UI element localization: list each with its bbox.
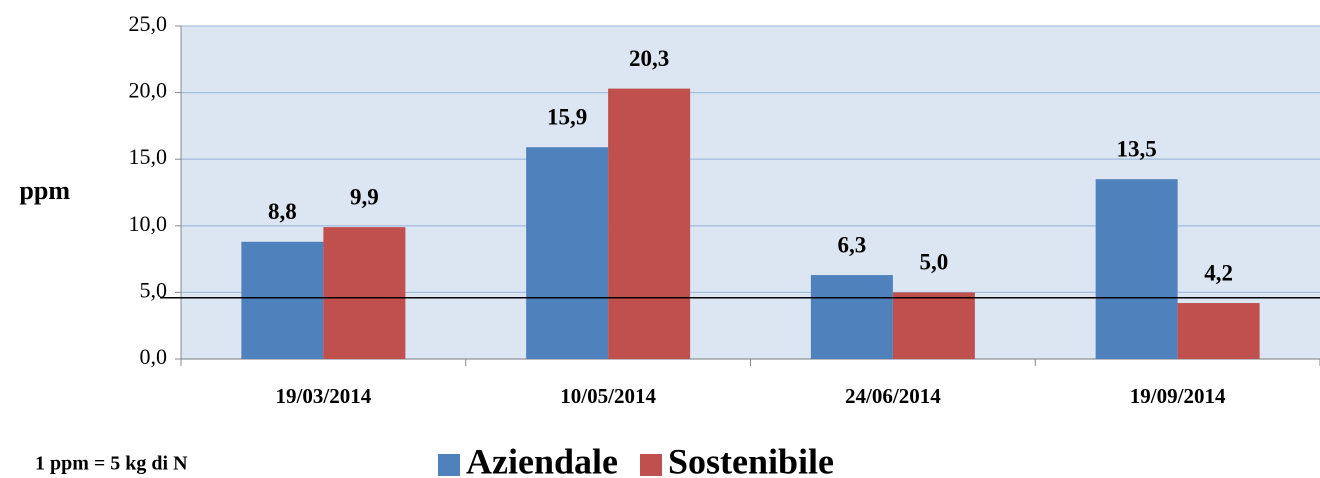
bar — [241, 241, 324, 359]
legend-label: Aziendale — [466, 441, 618, 478]
data-label: 4,2 — [1204, 260, 1233, 285]
annotation: 1 ppm = 5 kg di N — [35, 453, 188, 475]
bar — [892, 292, 975, 359]
data-label: 20,3 — [629, 46, 669, 71]
data-label: 9,9 — [350, 184, 379, 209]
bar — [323, 227, 406, 359]
y-tick-label: 25,0 — [129, 11, 168, 36]
y-tick-label: 5,0 — [140, 277, 168, 302]
y-axis-label: ppm — [19, 176, 70, 205]
legend-swatch — [438, 454, 460, 476]
x-tick-label: 19/03/2014 — [276, 384, 372, 408]
data-label: 6,3 — [838, 232, 867, 257]
y-tick-label: 0,0 — [140, 344, 168, 369]
legend-swatch — [639, 454, 662, 476]
x-tick-label: 19/09/2014 — [1130, 384, 1226, 408]
x-tick-label: 24/06/2014 — [845, 384, 941, 408]
y-tick-label: 20,0 — [129, 78, 168, 103]
bar — [1095, 179, 1178, 359]
legend-label: Sostenibile — [668, 441, 834, 478]
y-tick-label: 10,0 — [129, 211, 168, 236]
data-label: 5,0 — [920, 250, 949, 275]
data-label: 13,5 — [1117, 136, 1157, 161]
bar — [608, 88, 691, 359]
data-label: 8,8 — [268, 199, 297, 224]
x-tick-label: 10/05/2014 — [560, 384, 656, 408]
bar — [810, 275, 893, 359]
bar — [1177, 303, 1260, 359]
y-tick-label: 15,0 — [129, 144, 168, 169]
bar — [526, 147, 609, 359]
data-label: 15,9 — [547, 104, 587, 129]
